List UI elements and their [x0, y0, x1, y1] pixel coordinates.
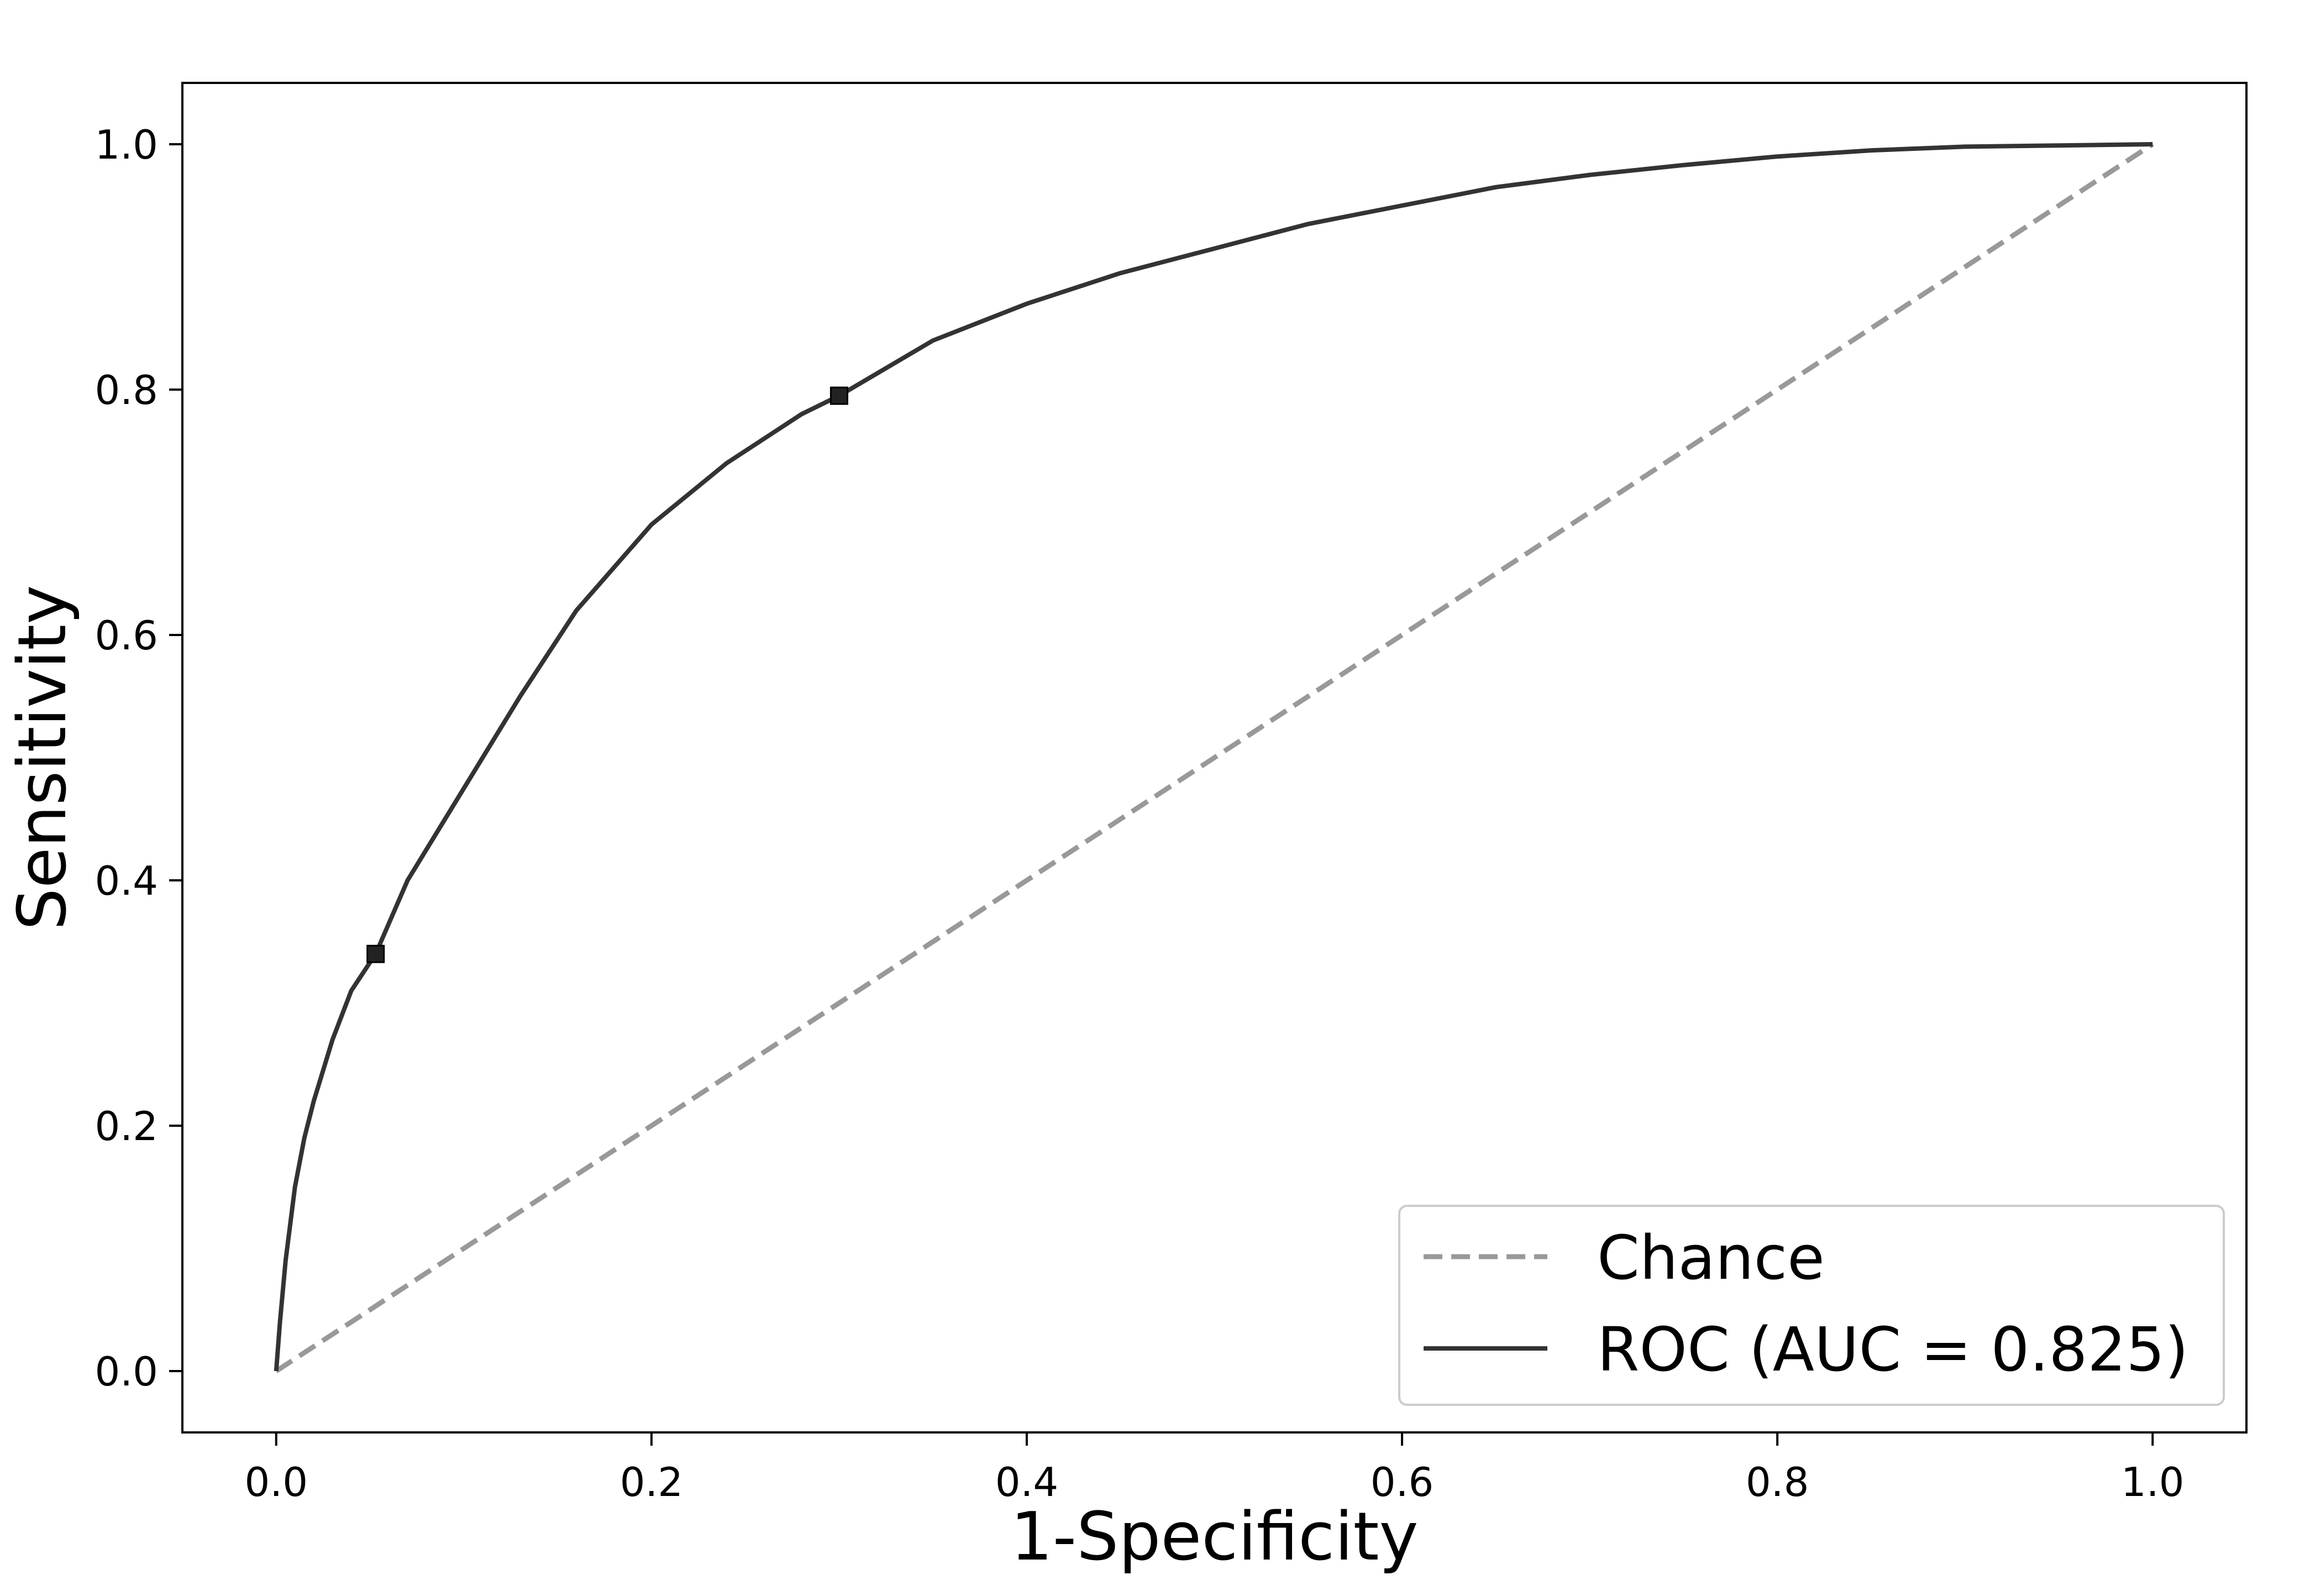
legend-label: ROC (AUC = 0.825) [1597, 1314, 2188, 1385]
marker-layer [366, 386, 848, 963]
operating-point-marker [366, 944, 385, 963]
x-tick-label: 0.0 [245, 1459, 308, 1505]
x-axis-ticks: 0.0 0.2 0.4 0.6 0.8 1.0 [245, 1432, 2185, 1505]
legend-box [1398, 1205, 2225, 1406]
axes-frame [181, 82, 2248, 1434]
x-tick-label: 0.8 [1746, 1459, 1809, 1505]
x-tick-label: 1.0 [2121, 1459, 2185, 1505]
y-tick-label: 0.0 [95, 1348, 158, 1395]
legend-label: Chance [1597, 1222, 1825, 1293]
y-axis-ticks: 0.0 0.2 0.4 0.6 0.8 1.0 [95, 122, 182, 1395]
y-tick-label: 0.4 [95, 858, 158, 904]
y-tick-label: 1.0 [95, 122, 158, 168]
legend: Chance ROC (AUC = 0.825) [1398, 1205, 2225, 1406]
plot-layer [274, 142, 2154, 1373]
y-axis-label: Sensitivity [4, 585, 81, 931]
x-tick-label: 0.6 [1371, 1459, 1434, 1505]
x-tick-label: 0.4 [995, 1459, 1059, 1505]
series-line-chance [275, 142, 2154, 1373]
y-tick-label: 0.2 [95, 1103, 158, 1149]
x-axis-label: 1-Specificity [1010, 1499, 1418, 1576]
y-tick-label: 0.8 [95, 367, 158, 413]
y-tick-label: 0.6 [95, 612, 158, 659]
operating-point-marker [830, 386, 848, 405]
series-line-roc [274, 142, 2153, 1372]
x-tick-label: 0.2 [620, 1459, 684, 1505]
